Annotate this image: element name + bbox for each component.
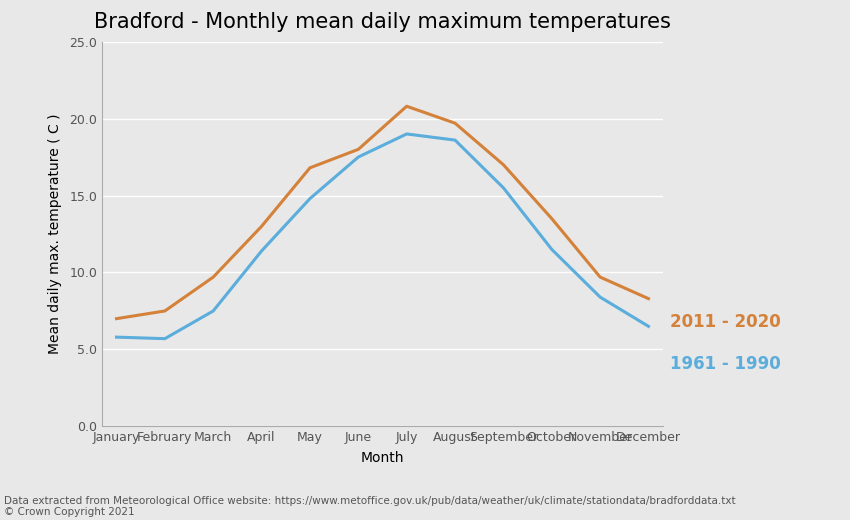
- X-axis label: Month: Month: [360, 451, 405, 465]
- Title: Bradford - Monthly mean daily maximum temperatures: Bradford - Monthly mean daily maximum te…: [94, 12, 671, 32]
- Text: 2011 - 2020: 2011 - 2020: [670, 313, 780, 331]
- Y-axis label: Mean daily max. temperature ( C ): Mean daily max. temperature ( C ): [48, 114, 62, 354]
- Text: Data extracted from Meteorological Office website: https://www.metoffice.gov.uk/: Data extracted from Meteorological Offic…: [4, 496, 736, 517]
- Text: 1961 - 1990: 1961 - 1990: [670, 355, 780, 373]
